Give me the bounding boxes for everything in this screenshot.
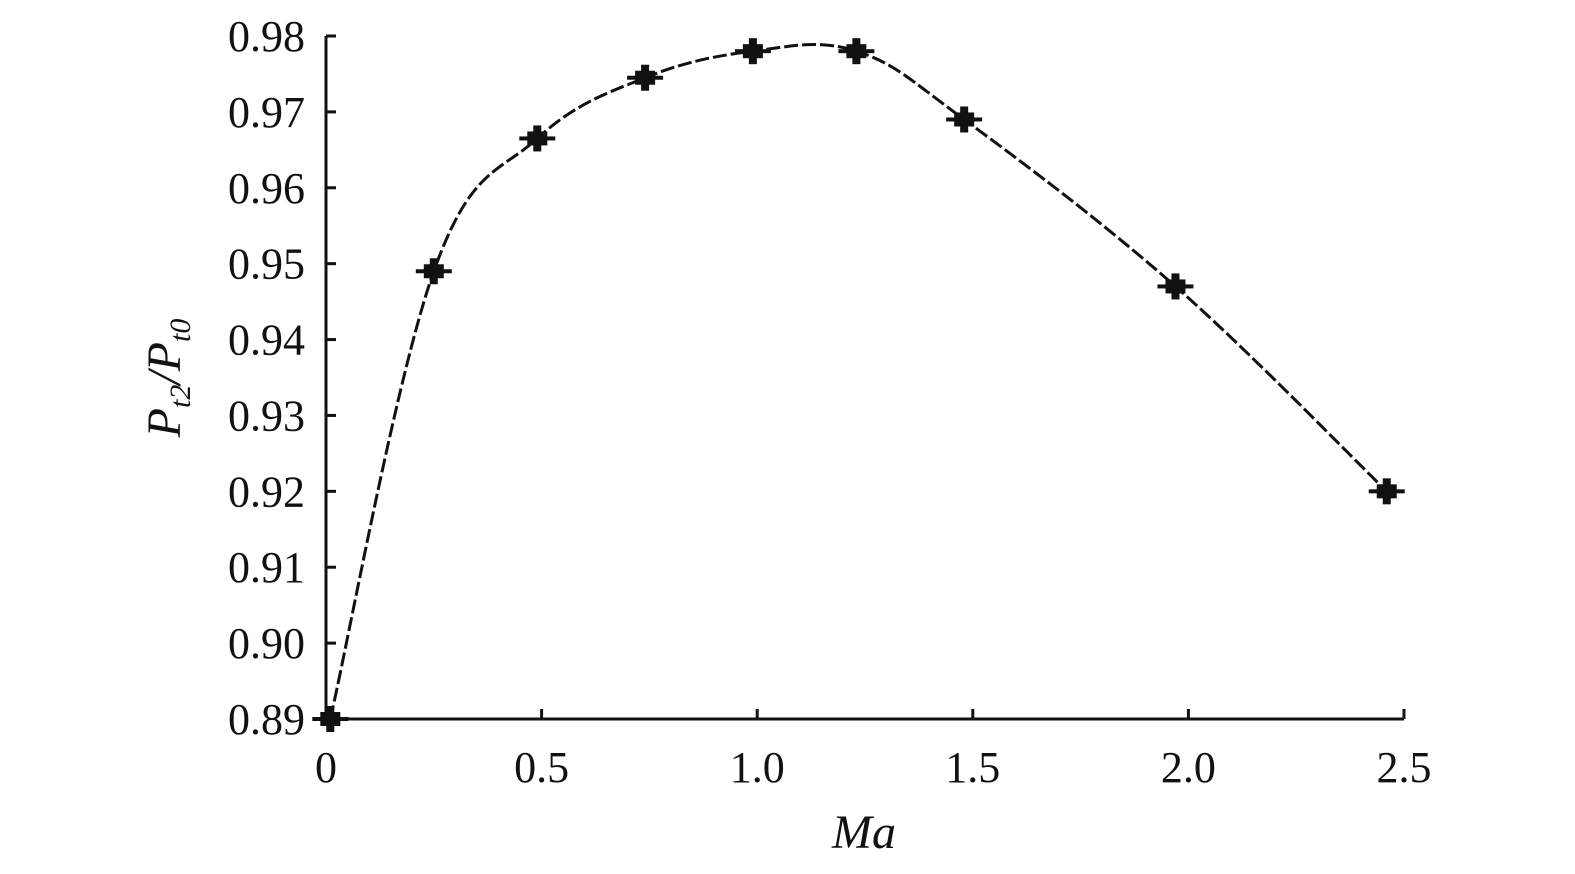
x-tick-label: 1.5 xyxy=(945,743,1000,792)
x-axis-ticks: 0 0.5 1.0 1.5 2.0 2.5 xyxy=(315,709,1432,792)
y-tick-label: 0.92 xyxy=(228,467,305,516)
x-tick-label: 2.5 xyxy=(1377,743,1432,792)
series-layer xyxy=(312,38,1405,732)
y-tick-label: 0.90 xyxy=(228,619,305,668)
y-axis-title-main: P xyxy=(138,408,191,438)
data-point-marker xyxy=(1368,478,1405,505)
y-tick-label: 0.94 xyxy=(228,316,305,365)
y-axis-ticks: 0.89 0.90 0.91 0.92 0.93 0.94 0.95 0.96 0.97 0.98 xyxy=(228,12,336,744)
x-axis-title: Ma xyxy=(831,806,896,859)
data-point-marker xyxy=(946,106,983,133)
data-point-marker xyxy=(415,258,452,285)
x-tick-label: 0.5 xyxy=(514,743,569,792)
marker-horizontal-arm xyxy=(627,75,664,80)
x-tick-label: 2.0 xyxy=(1161,743,1216,792)
y-axis-title: Pt2/Pt0 xyxy=(138,319,197,439)
y-axis-title-sub: t2 xyxy=(164,385,197,408)
marker-horizontal-arm xyxy=(838,49,875,54)
y-tick-label: 0.95 xyxy=(228,240,305,289)
axes xyxy=(324,36,1404,721)
y-axis-title-sub-2: t0 xyxy=(164,319,197,342)
y-tick-label: 0.93 xyxy=(228,391,305,440)
y-tick-label: 0.98 xyxy=(228,12,305,61)
data-point-marker xyxy=(627,64,664,91)
marker-horizontal-arm xyxy=(734,49,771,54)
marker-horizontal-arm xyxy=(946,117,983,122)
data-point-marker xyxy=(519,125,556,152)
marker-horizontal-arm xyxy=(519,136,556,141)
y-axis-title-main-2: P xyxy=(138,342,191,372)
marker-horizontal-arm xyxy=(312,717,349,721)
marker-horizontal-arm xyxy=(1157,284,1194,289)
series-line xyxy=(328,43,1388,720)
data-point-marker xyxy=(838,38,875,65)
marker-horizontal-arm xyxy=(1368,489,1405,494)
marker-horizontal-arm xyxy=(415,269,452,274)
data-point-marker xyxy=(1157,273,1194,300)
x-tick-label: 1.0 xyxy=(730,743,785,792)
x-tick-label: 0 xyxy=(315,743,337,792)
data-point-marker xyxy=(312,706,349,732)
y-tick-label: 0.96 xyxy=(228,164,305,213)
data-point-marker xyxy=(734,38,771,65)
y-tick-label: 0.91 xyxy=(228,543,305,592)
y-axis-title-sep: / xyxy=(138,368,191,388)
y-tick-label: 0.97 xyxy=(228,88,305,137)
y-tick-label: 0.89 xyxy=(228,695,305,744)
